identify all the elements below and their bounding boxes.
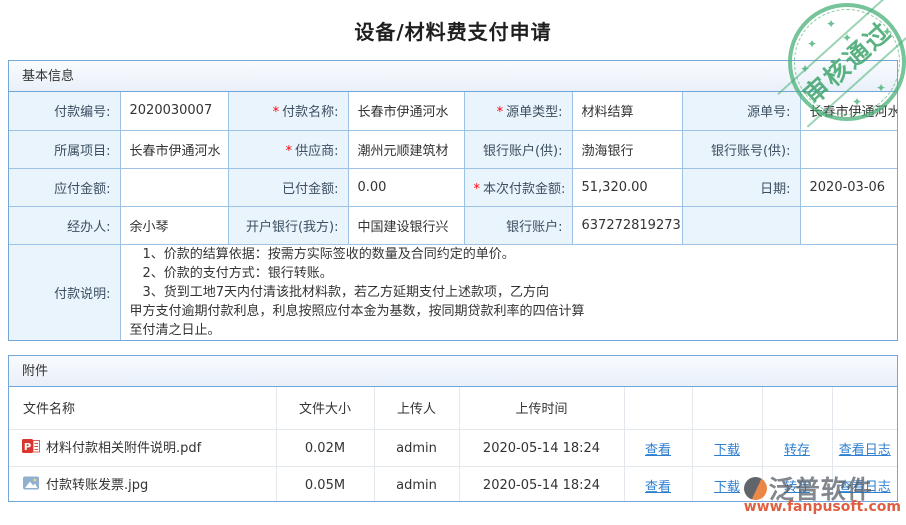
field-supplier-bank-label: 银行账户(供): <box>464 130 573 169</box>
field-remark-label: 付款说明: <box>9 244 121 340</box>
column-action <box>762 386 833 430</box>
file-upload-time: 2020-05-14 18:24 <box>459 466 625 501</box>
column-file-name: 文件名称 <box>9 386 277 430</box>
field-supplier-account-label: 银行账号(供): <box>682 130 801 169</box>
view-log-link[interactable]: 查看日志 <box>838 479 891 495</box>
column-file-size: 文件大小 <box>276 386 375 430</box>
column-action <box>624 386 693 430</box>
field-payable-amount-label: 应付金额: <box>9 168 121 207</box>
view-link[interactable]: 查看 <box>644 442 671 458</box>
table-row: 应付金额: 已付金额: 0.00 * 本次付款金额: 51,320.00 日期: … <box>9 168 897 207</box>
column-uploader: 上传人 <box>374 386 460 430</box>
file-uploader: admin <box>374 429 460 467</box>
field-bank-account-label: 银行账户: <box>464 206 573 245</box>
field-payable-amount-value <box>120 168 229 207</box>
field-payment-no-value: 2020030007 <box>120 92 229 131</box>
field-date-label: 日期: <box>682 168 801 207</box>
field-date-value: 2020-03-06 <box>800 168 897 207</box>
basic-info-section: 基本信息 付款编号: 2020030007 * 付款名称: 长春市伊通河水 * 源单… <box>8 60 898 341</box>
download-link[interactable]: 下载 <box>713 442 740 458</box>
field-paid-amount-value: 0.00 <box>348 168 465 207</box>
view-link[interactable]: 查看 <box>644 479 671 495</box>
field-current-amount-label: * 本次付款金额: <box>464 168 573 207</box>
field-source-no-label: 源单号: <box>682 92 801 131</box>
field-our-bank-value: 中国建设银行兴 <box>348 206 465 245</box>
transfer-link[interactable]: 转存 <box>783 479 810 495</box>
field-our-bank-label: 开户银行(我方): <box>228 206 349 245</box>
field-source-no-value: 长春市伊通河水 <box>800 92 897 131</box>
transfer-link[interactable]: 转存 <box>783 442 810 458</box>
field-empty-value <box>800 206 897 245</box>
download-link[interactable]: 下载 <box>713 479 740 495</box>
attachment-row: 付款转账发票.jpg 0.05M admin 2020-05-14 18:24 … <box>9 466 897 501</box>
field-supplier-value: 潮州元顺建筑材 <box>348 130 465 169</box>
field-payment-no-label: 付款编号: <box>9 92 121 131</box>
remark-line: 甲方支付逾期付款利息，利息按照应付本金为基数，按同期贷款利率的四倍计算 <box>129 303 585 319</box>
field-payment-name-label: * 付款名称: <box>228 92 349 131</box>
attachments-header-row: 文件名称 文件大小 上传人 上传时间 <box>9 386 897 430</box>
attachment-row: P 材料付款相关附件说明.pdf 0.02M admin 2020-05-14 … <box>9 429 897 467</box>
column-action <box>692 386 763 430</box>
basic-info-section-title: 基本信息 <box>9 61 897 92</box>
field-supplier-account-value <box>800 130 897 169</box>
table-row: 经办人: 余小琴 开户银行(我方): 中国建设银行兴 银行账户: 6372728… <box>9 206 897 245</box>
remark-line: 1、价款的结算依据：按需方实际签收的数量及合同约定的单价。 <box>129 246 515 262</box>
file-name: P 材料付款相关附件说明.pdf <box>22 437 201 456</box>
field-source-type-value: 材料结算 <box>572 92 683 131</box>
required-star: * <box>285 143 293 159</box>
remark-line: 3、货到工地7天内付清该批材料款，若乙方延期支付上述款项，乙方向 <box>129 284 550 300</box>
pdf-file-icon: P <box>22 439 40 454</box>
attachments-section: 附件 文件名称 文件大小 上传人 上传时间 P <box>8 354 898 502</box>
file-name: 付款转账发票.jpg <box>22 474 148 493</box>
field-empty-label <box>682 206 801 245</box>
field-project-label: 所属项目: <box>9 130 121 169</box>
image-file-icon <box>23 476 39 490</box>
svg-text:P: P <box>24 442 31 453</box>
table-row: 付款编号: 2020030007 * 付款名称: 长春市伊通河水 * 源单类型: 材… <box>9 92 897 131</box>
attachments-table: 文件名称 文件大小 上传人 上传时间 P <box>9 386 897 501</box>
column-action <box>832 386 897 430</box>
field-payment-name-value: 长春市伊通河水 <box>348 92 465 131</box>
field-handler-value: 余小琴 <box>120 206 229 245</box>
field-current-amount-value: 51,320.00 <box>572 168 683 207</box>
field-remark-value: 1、价款的结算依据：按需方实际签收的数量及合同约定的单价。 2、价款的支付方式：… <box>120 244 897 340</box>
field-handler-label: 经办人: <box>9 206 121 245</box>
required-star: * <box>496 105 504 121</box>
page-title: 设备/材料费支付申请 <box>354 20 552 44</box>
table-row: 所属项目: 长春市伊通河水 * 供应商: 潮州元顺建筑材 银行账户(供): 渤海银… <box>9 130 897 169</box>
field-source-type-label: * 源单类型: <box>464 92 573 131</box>
file-upload-time: 2020-05-14 18:24 <box>459 429 625 467</box>
file-uploader: admin <box>374 466 460 501</box>
table-row: 付款说明: 1、价款的结算依据：按需方实际签收的数量及合同约定的单价。 2、价款… <box>9 244 897 340</box>
field-supplier-label: * 供应商: <box>228 130 349 169</box>
view-log-link[interactable]: 查看日志 <box>838 442 891 458</box>
field-bank-account-value: 637272819273 <box>572 206 683 245</box>
field-project-value: 长春市伊通河水 <box>120 130 229 169</box>
remark-line: 2、价款的支付方式：银行转账。 <box>129 265 333 281</box>
column-upload-time: 上传时间 <box>459 386 625 430</box>
remark-line: 至付清之日止。 <box>129 322 221 338</box>
attachments-section-title: 附件 <box>9 355 897 387</box>
field-supplier-bank-value: 渤海银行 <box>572 130 683 169</box>
required-star: * <box>272 105 280 121</box>
basic-info-table: 付款编号: 2020030007 * 付款名称: 长春市伊通河水 * 源单类型: 材… <box>9 92 897 340</box>
file-size: 0.02M <box>276 429 375 467</box>
file-size: 0.05M <box>276 466 375 501</box>
required-star: * <box>473 181 481 197</box>
field-paid-amount-label: 已付金额: <box>228 168 349 207</box>
